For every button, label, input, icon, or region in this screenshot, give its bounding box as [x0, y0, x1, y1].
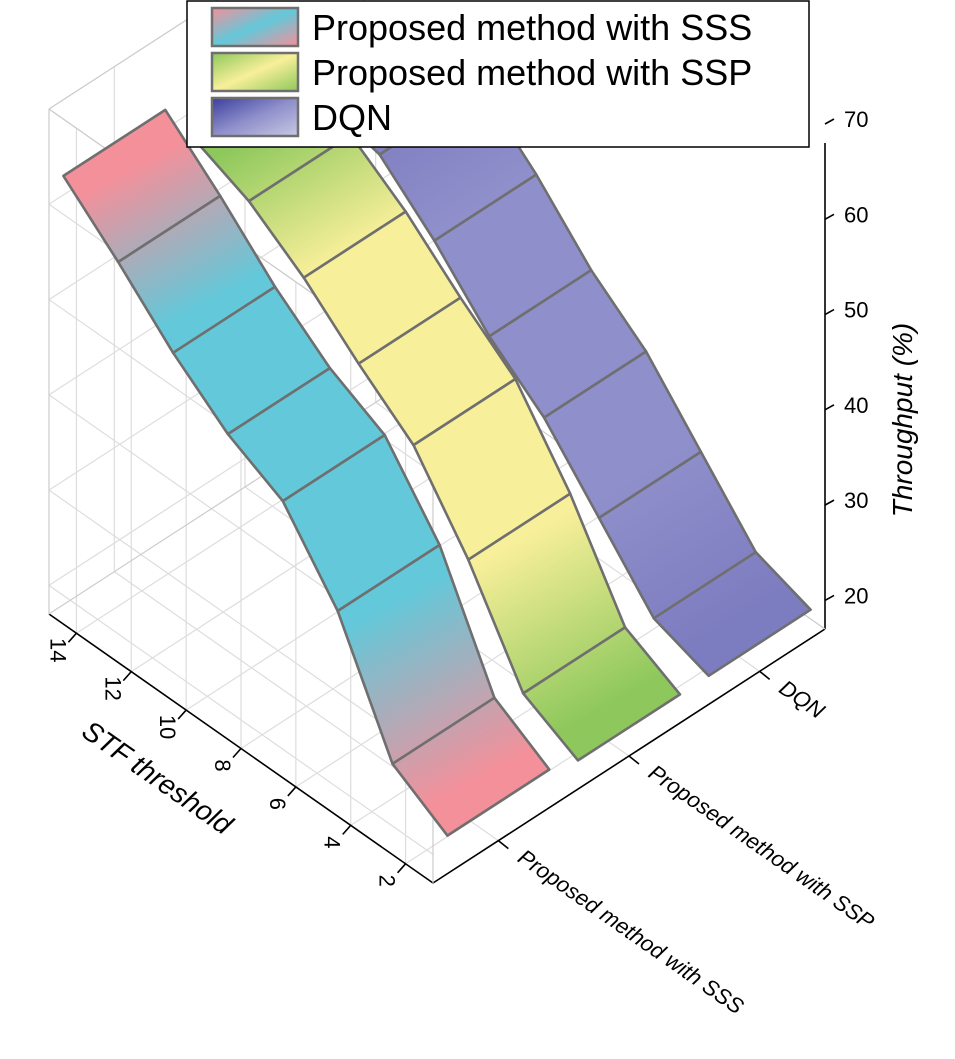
- stf-tick-label: 8: [210, 759, 235, 771]
- category-tick-mark: [759, 670, 771, 680]
- legend-label: Proposed method with SSP: [312, 52, 752, 93]
- stf-tick-mark: [342, 824, 352, 835]
- stf-tick-mark: [177, 709, 187, 720]
- stf-tick-label: 6: [265, 798, 290, 810]
- throughput-tick-label: 40: [844, 393, 868, 418]
- throughput-tick-label: 50: [844, 298, 868, 323]
- ribbon-0: [62, 108, 551, 837]
- category-tick-mark: [628, 755, 640, 765]
- category-tick-label: DQN: [775, 675, 829, 724]
- throughput-tick-mark: [824, 118, 835, 125]
- stf-tick-label: 10: [155, 715, 180, 739]
- grid-line: [48, 489, 434, 760]
- stf-tick-mark: [287, 786, 297, 797]
- throughput-tick-label: 70: [844, 107, 868, 132]
- ribbon-1: [192, 71, 682, 762]
- stf-tick-label: 4: [320, 836, 345, 848]
- legend-label: Proposed method with SSS: [312, 7, 752, 48]
- back-floor-edge: [48, 359, 442, 615]
- throughput-tick-mark: [824, 499, 835, 506]
- legend-swatch: [210, 51, 300, 93]
- grid-line: [48, 584, 434, 855]
- legend-swatch: [210, 6, 300, 48]
- stf-tick-mark: [396, 863, 407, 874]
- stf-tick-mark: [122, 671, 132, 682]
- category-tick-label: Proposed method with SSP: [644, 760, 879, 935]
- data-cell: [521, 626, 682, 762]
- stf-tick-label: 12: [100, 676, 125, 700]
- data-cell: [391, 696, 551, 837]
- throughput-tick-label: 60: [844, 202, 868, 227]
- throughput-tick-label: 20: [844, 583, 868, 608]
- stf-tick-label: 2: [375, 875, 400, 887]
- legend-label: DQN: [312, 97, 392, 138]
- stf-tick-mark: [67, 632, 78, 643]
- back-top-edge: [48, 0, 219, 110]
- data-cell: [652, 550, 812, 678]
- throughput-tick-label: 30: [844, 488, 868, 513]
- legend-swatch: [210, 96, 300, 138]
- throughput-axis-title: Throughput (%): [887, 323, 918, 518]
- category-tick-mark: [497, 840, 509, 850]
- throughput-tick-mark: [824, 213, 835, 220]
- throughput-tick-mark: [824, 594, 835, 602]
- throughput-tick-mark: [824, 404, 835, 411]
- category-tick-label: Proposed method with SSS: [513, 844, 748, 1019]
- stf-tick-label: 14: [45, 638, 70, 662]
- throughput-tick-mark: [824, 308, 835, 316]
- stf-tick-mark: [232, 747, 242, 759]
